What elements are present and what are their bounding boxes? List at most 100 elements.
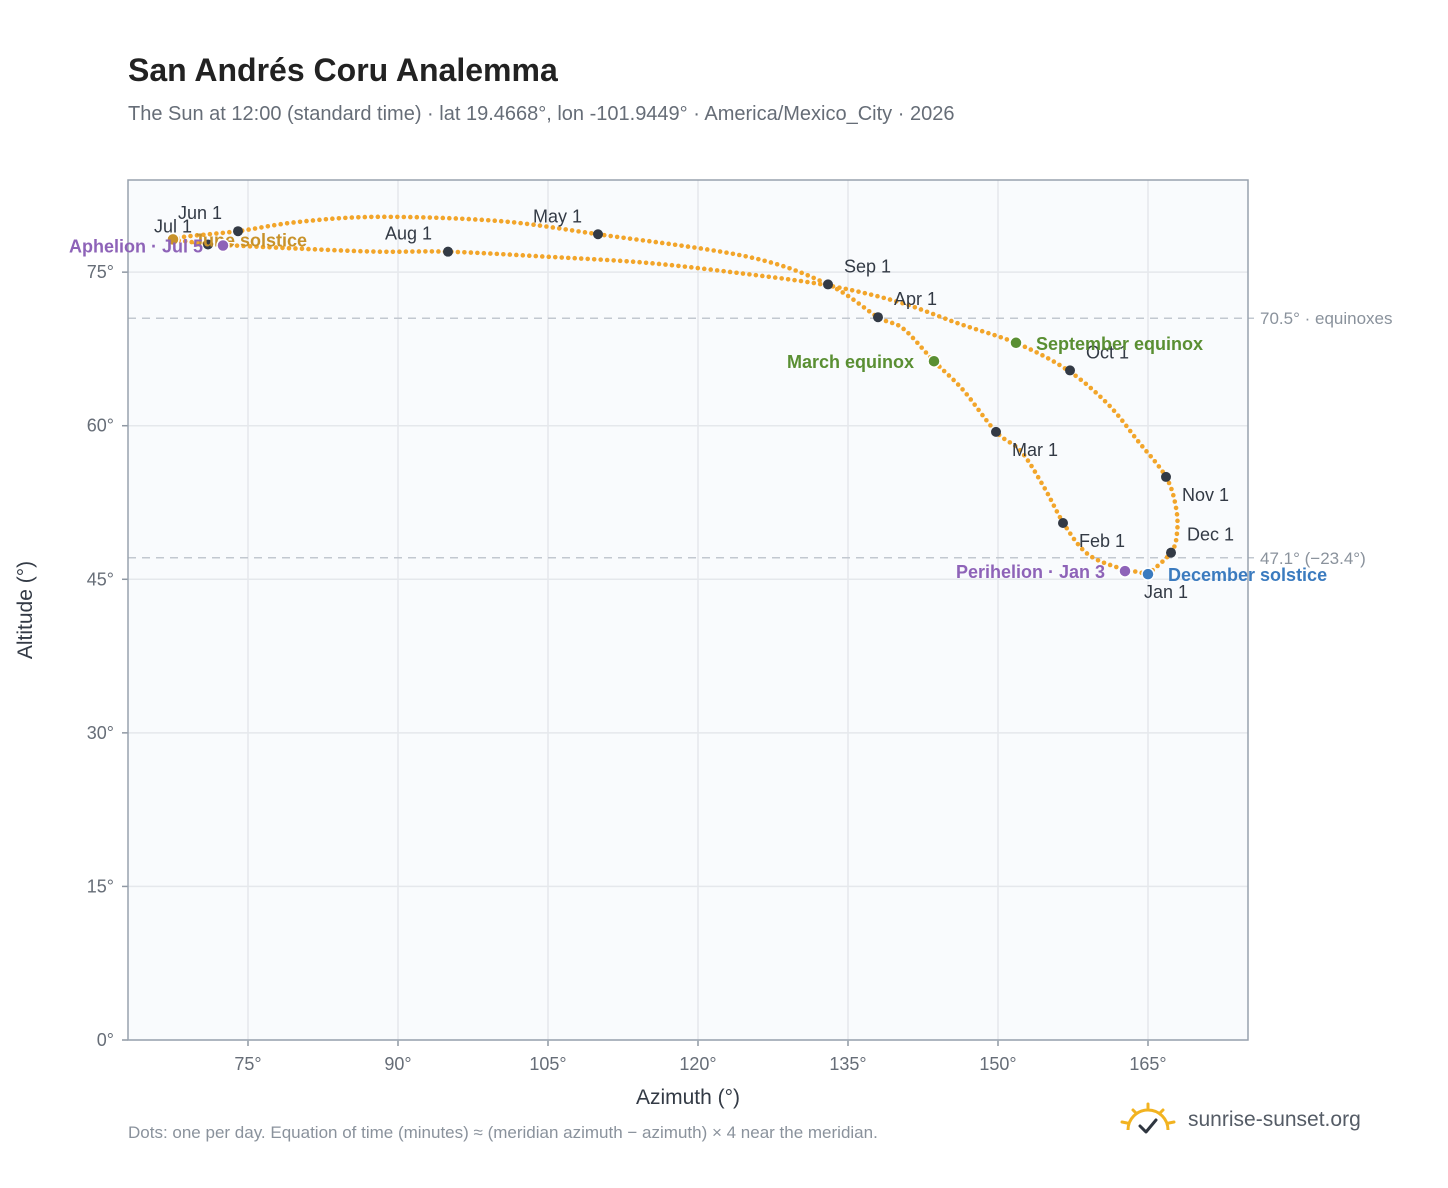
- daily-dot: [414, 214, 420, 220]
- daily-dot: [194, 233, 200, 238]
- daily-dot: [252, 226, 258, 231]
- daily-dot: [672, 242, 678, 248]
- daily-dot: [866, 308, 872, 314]
- daily-dot: [724, 250, 729, 255]
- daily-dot: [1173, 505, 1179, 511]
- daily-dot: [384, 249, 389, 255]
- event-label: September equinox: [1036, 334, 1203, 354]
- daily-dot: [260, 244, 266, 250]
- daily-dot: [669, 262, 675, 268]
- daily-dot: [1028, 347, 1034, 352]
- daily-dot: [1079, 546, 1085, 552]
- daily-dot: [617, 258, 623, 264]
- daily-dot: [1051, 503, 1057, 508]
- daily-dot: [526, 253, 532, 259]
- daily-dot: [973, 326, 979, 332]
- daily-dot: [565, 255, 571, 261]
- daily-dot: [472, 217, 478, 222]
- daily-dot: [1107, 562, 1113, 568]
- event-marker: [166, 232, 180, 247]
- daily-dot: [747, 272, 752, 277]
- daily-dot: [598, 257, 603, 262]
- daily-dot: [685, 244, 691, 249]
- daily-dot: [520, 253, 526, 258]
- daily-dot: [768, 260, 774, 265]
- daily-dot: [556, 226, 562, 231]
- month-label: Aug 1: [385, 224, 432, 244]
- daily-dot: [1174, 531, 1180, 537]
- month-marker: [443, 246, 453, 257]
- daily-dot: [621, 235, 626, 241]
- daily-dot: [756, 256, 761, 262]
- daily-dot: [968, 397, 974, 402]
- daily-dot: [1054, 509, 1060, 514]
- month-label: Jul 1: [154, 217, 192, 237]
- daily-dot: [371, 249, 376, 254]
- daily-dot: [1002, 436, 1007, 442]
- reference-line-label: 70.5° · equinoxes: [1260, 309, 1393, 328]
- daily-dot: [630, 259, 636, 265]
- daily-dot: [356, 214, 361, 220]
- daily-dot: [701, 266, 707, 272]
- daily-dot: [1114, 564, 1119, 570]
- daily-dot: [964, 392, 970, 397]
- daily-dot: [695, 265, 701, 271]
- daily-dot: [689, 265, 694, 270]
- daily-dot: [992, 332, 997, 338]
- daily-dot: [207, 231, 213, 237]
- daily-dot: [436, 249, 441, 254]
- daily-dot: [552, 254, 558, 260]
- daily-dot: [972, 402, 977, 407]
- daily-dot: [1029, 463, 1034, 469]
- daily-dot: [234, 243, 240, 248]
- daily-dot: [923, 350, 929, 355]
- daily-dot: [1140, 444, 1145, 449]
- daily-dot: [704, 247, 710, 252]
- month-label: Nov 1: [1182, 485, 1229, 505]
- month-marker: [1161, 471, 1171, 482]
- daily-dot: [730, 251, 736, 257]
- daily-dot: [265, 223, 271, 229]
- daily-dot: [666, 241, 671, 247]
- daily-dot: [811, 280, 817, 286]
- daily-dot: [589, 230, 594, 236]
- daily-dot: [849, 287, 855, 293]
- daily-dot: [799, 270, 804, 276]
- daily-dot: [537, 223, 543, 228]
- daily-dot: [1025, 458, 1031, 463]
- daily-dot: [397, 249, 402, 255]
- daily-dot: [930, 311, 936, 317]
- daily-dot: [1034, 350, 1039, 355]
- daily-dot: [924, 309, 930, 315]
- daily-dot: [1101, 560, 1107, 566]
- daily-dot: [883, 318, 889, 324]
- daily-dot: [214, 231, 219, 236]
- daily-dot: [382, 214, 387, 220]
- daily-dot: [267, 244, 272, 250]
- daily-dot: [1131, 433, 1137, 439]
- daily-dot: [1144, 449, 1149, 454]
- daily-dot: [408, 214, 413, 220]
- brand[interactable]: sunrise-sunset.org: [1120, 1102, 1361, 1138]
- daily-dot: [714, 268, 720, 273]
- daily-dot: [640, 238, 646, 243]
- daily-dot: [1035, 474, 1041, 480]
- daily-dot: [749, 255, 755, 261]
- daily-dot: [637, 259, 642, 265]
- daily-dot: [679, 243, 684, 248]
- daily-dot: [676, 263, 681, 269]
- daily-dot: [189, 239, 194, 245]
- daily-dot: [1148, 453, 1153, 459]
- daily-dot: [559, 255, 565, 260]
- daily-dot: [1051, 359, 1057, 364]
- daily-dot: [488, 251, 493, 256]
- daily-dot: [862, 290, 868, 296]
- daily-dot: [736, 252, 742, 258]
- daily-dot: [936, 314, 942, 319]
- daily-dot: [323, 216, 329, 222]
- daily-dot: [429, 249, 435, 254]
- daily-dot: [901, 326, 906, 332]
- daily-dot: [246, 227, 251, 232]
- daily-dot: [447, 215, 452, 221]
- daily-dot: [485, 217, 491, 223]
